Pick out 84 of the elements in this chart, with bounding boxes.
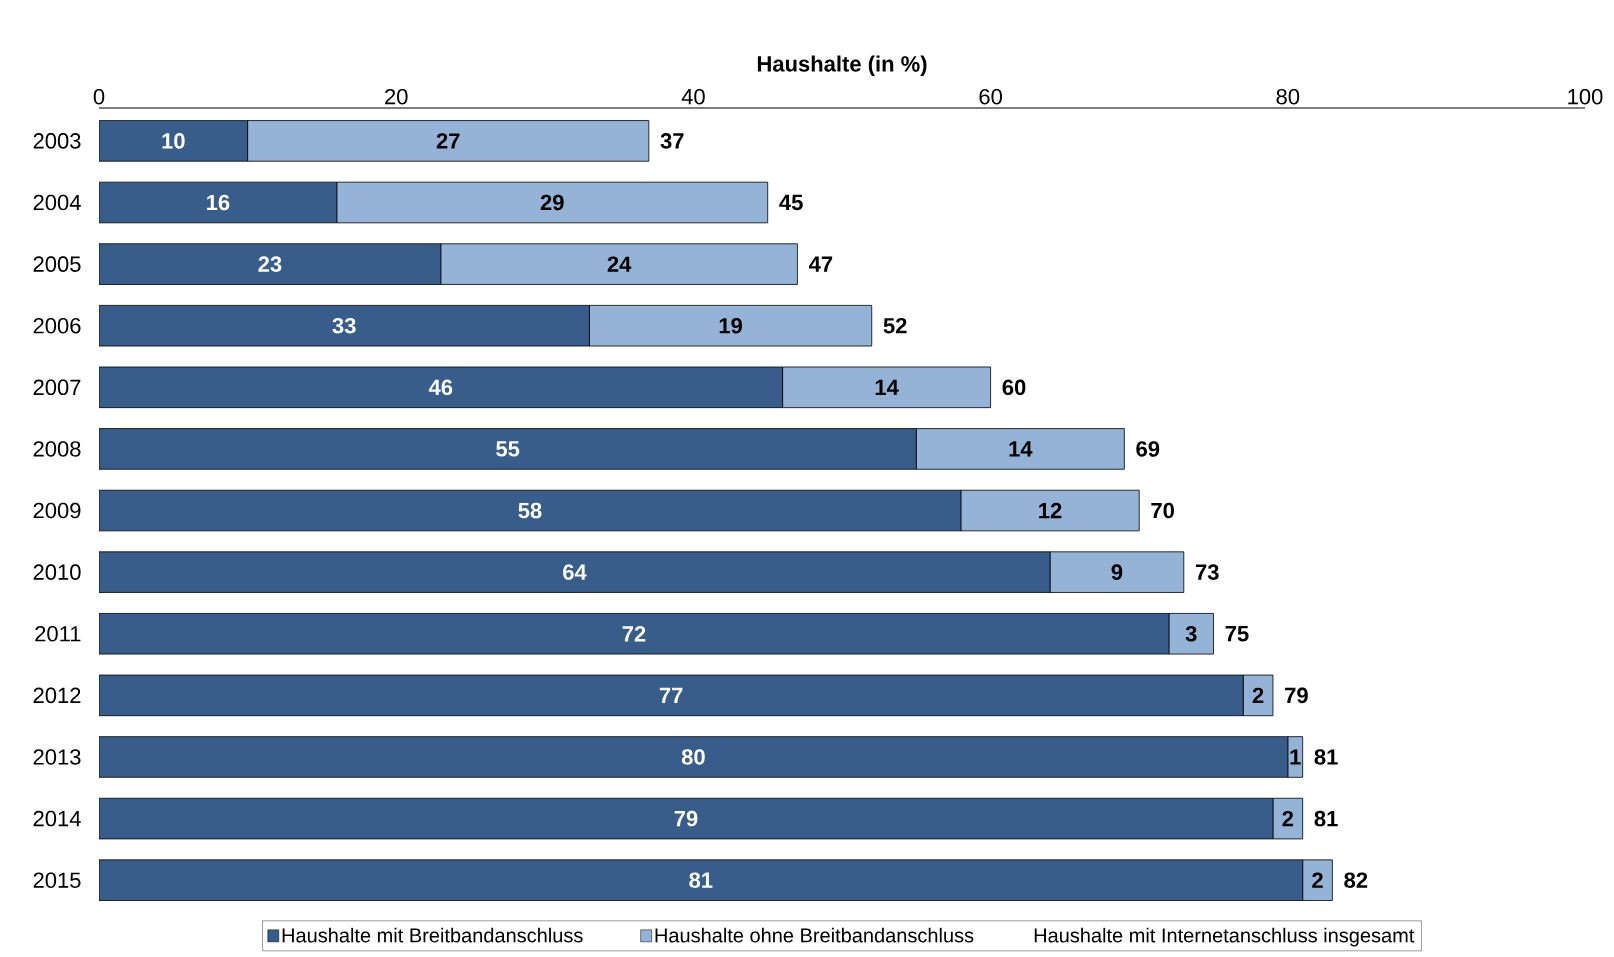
y-tick-label: 2015 <box>33 872 81 888</box>
total-label: 73 <box>1195 564 1219 580</box>
total-label: 81 <box>1314 749 1338 765</box>
data-label: 33 <box>332 317 356 334</box>
data-label: 1 <box>1290 749 1301 765</box>
data-label: 2 <box>1312 872 1323 888</box>
bar <box>336 181 769 224</box>
total-label: 37 <box>660 133 684 149</box>
data-label: 64 <box>563 564 587 580</box>
total-label: 47 <box>808 256 833 272</box>
y-tick-label: 2008 <box>33 441 81 457</box>
bar <box>99 243 442 285</box>
data-label: 2 <box>1252 687 1264 704</box>
data-label: 80 <box>681 749 705 765</box>
data-label: 77 <box>659 687 683 703</box>
bar <box>440 243 798 285</box>
x-tick-label: 80 <box>1276 88 1300 105</box>
data-label: 27 <box>436 133 460 149</box>
data-label: 14 <box>875 379 899 395</box>
bar <box>99 428 917 470</box>
text: Haushalte mit Internetanschluss insgesamt <box>1034 927 1415 947</box>
y-tick-label: 2003 <box>33 133 81 149</box>
bar <box>99 304 590 347</box>
data-label: 12 <box>1039 502 1062 519</box>
data-label: 55 <box>496 441 520 457</box>
bar <box>99 859 1304 901</box>
y-tick-label: 2014 <box>33 810 81 827</box>
data-label: 19 <box>719 317 742 334</box>
bar <box>99 120 249 162</box>
bar <box>99 736 1289 778</box>
y-tick-label: 2005 <box>33 256 81 272</box>
x-tick-label: 100 <box>1568 88 1603 105</box>
bar <box>1168 613 1214 655</box>
bar <box>99 551 1051 593</box>
data-label: 14 <box>1009 441 1033 457</box>
data-label: 58 <box>518 502 542 519</box>
legend-label: Haushalte ohne Breitbandanschluss <box>655 927 974 943</box>
y-tick-label: 2007 <box>33 379 81 396</box>
data-label: 29 <box>540 194 564 211</box>
x-tick-label: 0 <box>93 88 105 105</box>
bar <box>99 366 783 409</box>
total-label: 79 <box>1285 687 1308 704</box>
total-label: 69 <box>1136 441 1160 457</box>
data-label: 9 <box>1111 564 1123 580</box>
bar <box>99 181 338 224</box>
total-label: 75 <box>1225 626 1249 642</box>
data-label: 10 <box>162 133 185 149</box>
total-label: 82 <box>1344 872 1368 888</box>
bar <box>960 489 1140 532</box>
bar <box>782 366 992 409</box>
data-label: 79 <box>674 810 698 827</box>
bar <box>915 428 1125 470</box>
total-label: 45 <box>779 194 803 211</box>
y-tick-label: 2010 <box>33 564 81 580</box>
data-label: 81 <box>689 872 713 888</box>
bar <box>99 613 1170 655</box>
total-label: 81 <box>1314 810 1338 827</box>
bar <box>1242 674 1274 717</box>
bar <box>99 674 1244 717</box>
data-label: 16 <box>207 194 230 211</box>
x-tick-label: 20 <box>385 88 408 105</box>
data-label: 23 <box>258 256 282 272</box>
data-label: 72 <box>622 626 646 642</box>
data-label: 24 <box>607 256 632 272</box>
y-tick-label: 2004 <box>33 194 81 211</box>
y-tick-label: 2012 <box>33 687 81 704</box>
total-label: 60 <box>1002 379 1026 396</box>
bar <box>99 797 1274 840</box>
data-label: 46 <box>428 379 453 396</box>
x-tick-label: 60 <box>979 88 1002 105</box>
bar <box>1049 551 1185 593</box>
y-tick-label: 2009 <box>33 502 81 519</box>
x-axis-title: Haushalte (in %) <box>757 55 927 77</box>
legend-label: Haushalte mit Breitbandanschluss <box>282 927 583 943</box>
y-tick-label: 2011 <box>35 625 81 642</box>
y-tick-label: 2013 <box>33 749 81 765</box>
data-label: 2 <box>1282 810 1294 827</box>
bar <box>588 304 873 347</box>
x-tick-label: 40 <box>681 88 705 105</box>
total-label: 70 <box>1151 502 1174 519</box>
total-label: 52 <box>883 317 907 334</box>
data-label: 3 <box>1185 625 1197 642</box>
y-tick-label: 2006 <box>33 317 81 334</box>
bar <box>99 489 962 532</box>
